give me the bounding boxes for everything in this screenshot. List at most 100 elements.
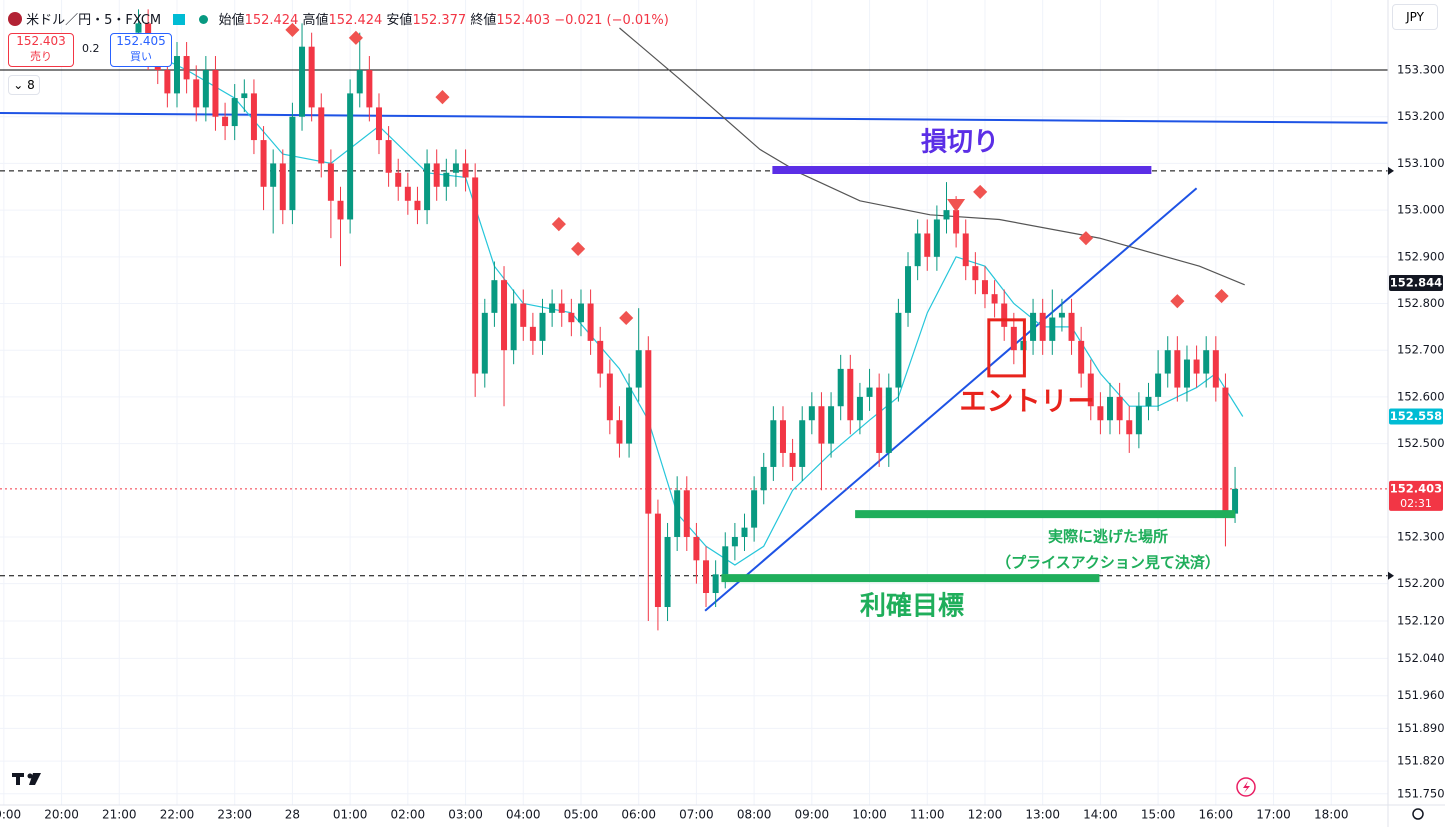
- x-tick-label: 08:00: [737, 808, 772, 822]
- signal-marker: [348, 30, 363, 45]
- candle-body: [1155, 373, 1162, 397]
- ohlc-high: 152.424: [328, 13, 383, 28]
- candle-body: [818, 406, 825, 444]
- candle-body: [510, 303, 517, 351]
- candle-body: [779, 420, 786, 453]
- candle-body: [241, 93, 248, 99]
- candle-body: [366, 70, 373, 108]
- x-tick-label: 06:00: [621, 808, 656, 822]
- candle-body: [539, 312, 546, 341]
- candle-body: [703, 560, 710, 594]
- x-tick-label: 04:00: [506, 808, 541, 822]
- ohlc-close: 152.403: [496, 13, 551, 28]
- sell-button[interactable]: 152.403 売り: [8, 33, 74, 67]
- signal-triangle: [947, 198, 966, 212]
- y-tick-label: 152.900: [1397, 249, 1445, 263]
- candle-body: [270, 163, 277, 187]
- candle-body: [1001, 303, 1008, 327]
- x-tick-label: 18:00: [1314, 808, 1349, 822]
- signal-marker: [571, 241, 586, 256]
- symbol-row: 米ドル／円・5・FXCM 始値152.424 高値152.424 安値152.3…: [8, 9, 669, 28]
- candle-body: [731, 536, 738, 547]
- candle-body: [549, 303, 556, 313]
- candle-body: [1078, 340, 1085, 374]
- candle-body: [991, 294, 998, 304]
- alert-icon[interactable]: [1236, 777, 1256, 797]
- annotation-text: 損切り: [921, 128, 999, 158]
- candle-body: [501, 280, 508, 351]
- candle-body: [789, 452, 796, 467]
- y-tick-label: 151.820: [1397, 754, 1445, 768]
- candle-body: [587, 303, 594, 341]
- ohlc-open: 152.424: [244, 13, 299, 28]
- price-tag-label: 152.403: [1390, 481, 1442, 495]
- candle-body: [712, 574, 719, 594]
- sell-label: 売り: [30, 50, 52, 63]
- x-tick-label: 22:00: [160, 808, 195, 822]
- ohlc-high-label: 高値: [302, 13, 329, 28]
- candle-body: [1164, 350, 1171, 374]
- x-tick-label: 01:00: [333, 808, 368, 822]
- candle-body: [847, 368, 854, 421]
- y-tick-label: 152.300: [1397, 529, 1445, 543]
- candle-body: [1030, 312, 1037, 341]
- currency-button[interactable]: JPY: [1392, 4, 1438, 30]
- x-tick-label: 05:00: [564, 808, 599, 822]
- y-tick-label: 151.750: [1397, 786, 1445, 800]
- entry-box: [987, 318, 1026, 378]
- annotation-text: （プライスアクション見て決済）: [996, 554, 1220, 572]
- moving-average: [619, 27, 1245, 286]
- candle-body: [1039, 312, 1046, 341]
- y-tick-label: 152.600: [1397, 389, 1445, 403]
- candle-body: [1174, 350, 1181, 388]
- candle-body: [654, 513, 661, 608]
- candle-body: [356, 70, 363, 94]
- candle-body: [645, 350, 652, 514]
- y-tick-label: 153.100: [1397, 156, 1445, 170]
- candle-body: [895, 312, 902, 388]
- candle-body: [299, 46, 306, 117]
- price-tag: [1389, 274, 1443, 291]
- drawn-line: [704, 187, 1198, 612]
- y-tick-label: 151.960: [1397, 688, 1445, 702]
- candle-body: [529, 326, 536, 341]
- candle-body: [443, 172, 450, 187]
- candle-body: [1126, 420, 1133, 435]
- annotation-text: 実際に逃げた場所: [1048, 528, 1168, 546]
- x-tick-label: 28: [285, 808, 300, 822]
- indicator-count: 8: [27, 78, 35, 92]
- spread: 0.2: [82, 42, 100, 55]
- indicator-toggle[interactable]: ⌄ 8: [8, 75, 40, 95]
- candle-body: [1183, 359, 1190, 388]
- candle-body: [962, 233, 969, 267]
- candle-body: [1203, 350, 1210, 374]
- candle-body: [760, 466, 767, 491]
- candle-body: [202, 70, 209, 108]
- candle-body: [577, 303, 584, 323]
- x-tick-label: 14:00: [1083, 808, 1118, 822]
- candle-body: [1010, 326, 1017, 351]
- y-tick-label: 152.040: [1397, 651, 1445, 665]
- x-tick-label: 09:00: [795, 808, 830, 822]
- candle-body: [231, 98, 238, 127]
- x-tick-label: 07:00: [679, 808, 714, 822]
- candle-body: [212, 70, 219, 117]
- candle-body: [606, 373, 613, 421]
- candle-body: [905, 266, 912, 313]
- candle-body: [635, 350, 642, 388]
- x-tick-label: 20:00: [44, 808, 79, 822]
- symbol[interactable]: 米ドル／円・5・FXCM: [26, 13, 162, 28]
- buy-button[interactable]: 152.405 買い: [110, 33, 172, 67]
- candle-body: [250, 93, 257, 141]
- flag-marker[interactable]: [173, 14, 186, 25]
- settings-icon[interactable]: [1412, 808, 1424, 820]
- candle-body: [1135, 406, 1142, 435]
- candle-body: [1087, 373, 1094, 407]
- candle-body: [462, 163, 469, 178]
- candle-body: [943, 210, 950, 220]
- candle-body: [953, 210, 960, 234]
- candle-body: [751, 490, 758, 528]
- candle-body: [1116, 396, 1123, 421]
- y-tick-label: 153.000: [1397, 203, 1445, 217]
